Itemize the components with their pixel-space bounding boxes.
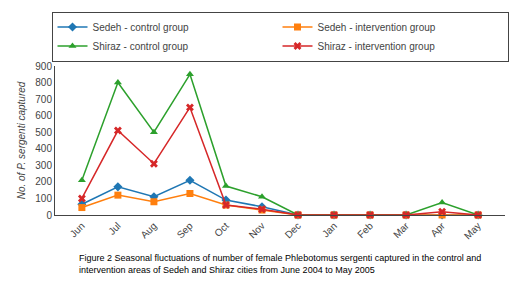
- svg-text:Shiraz - intervention group: Shiraz - intervention group: [318, 41, 436, 52]
- svg-text:Feb: Feb: [355, 220, 375, 240]
- svg-text:Sedeh - control group: Sedeh - control group: [93, 22, 190, 33]
- svg-text:Shiraz - control group: Shiraz - control group: [93, 41, 189, 52]
- svg-text:No. of P. sergenti captured: No. of P. sergenti captured: [16, 81, 27, 199]
- svg-text:Nov: Nov: [247, 220, 267, 240]
- svg-text:Figure 2 Seasonal fluctuations: Figure 2 Seasonal fluctuations of number…: [79, 253, 481, 275]
- svg-text:700: 700: [35, 94, 52, 105]
- svg-text:200: 200: [35, 176, 52, 187]
- svg-text:0: 0: [46, 210, 52, 221]
- svg-text:Apr: Apr: [428, 220, 447, 239]
- svg-text:Jul: Jul: [106, 220, 123, 237]
- svg-text:Sedeh - intervention group: Sedeh - intervention group: [318, 22, 436, 33]
- svg-text:400: 400: [35, 143, 52, 154]
- svg-text:Oct: Oct: [212, 220, 231, 239]
- svg-text:Jun: Jun: [68, 220, 87, 239]
- svg-text:Jan: Jan: [320, 220, 339, 239]
- svg-text:Sep: Sep: [175, 220, 196, 241]
- svg-text:Dec: Dec: [283, 220, 303, 240]
- svg-text:Mar: Mar: [391, 220, 411, 240]
- svg-text:800: 800: [35, 77, 52, 88]
- svg-text:500: 500: [35, 127, 52, 138]
- svg-text:Aug: Aug: [139, 220, 159, 240]
- svg-text:300: 300: [35, 160, 52, 171]
- svg-text:May: May: [462, 220, 483, 241]
- svg-text:600: 600: [35, 110, 52, 121]
- svg-text:100: 100: [35, 193, 52, 204]
- svg-text:900: 900: [35, 61, 52, 72]
